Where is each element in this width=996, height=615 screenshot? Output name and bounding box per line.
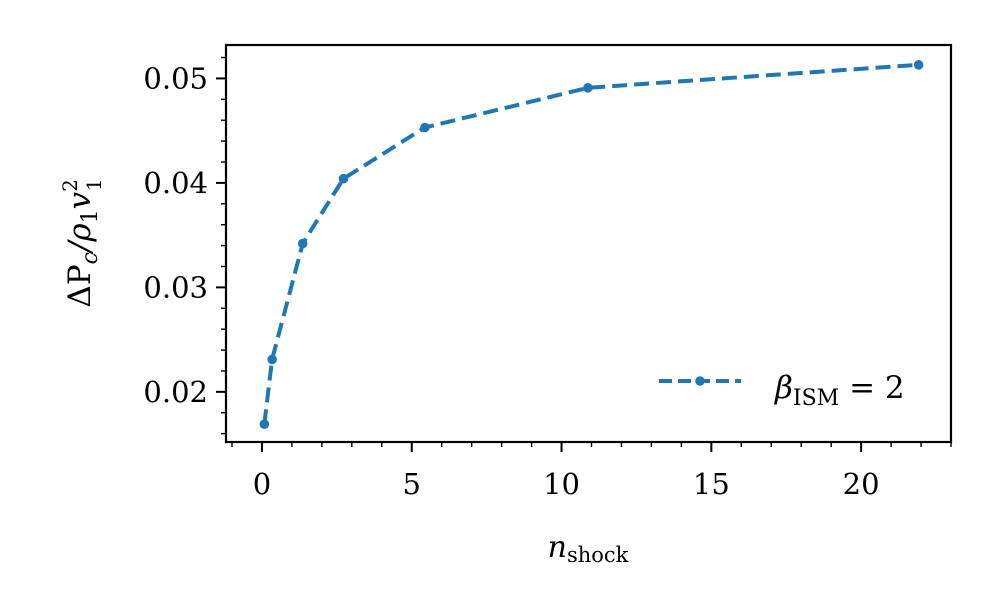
- x-axis-label: nshock: [548, 530, 629, 567]
- x-tick-label: 5: [403, 467, 421, 501]
- y-axis-ticks: 0.02 0.03 0.04 0.05: [143, 61, 226, 409]
- y-tick-label: 0.04: [143, 166, 208, 200]
- x-axis-label-sub: shock: [567, 543, 629, 567]
- series-line: [262, 62, 919, 425]
- y-axis-label: ΔPc/ρ1v21: [58, 178, 106, 307]
- x-tick-label: 0: [253, 467, 271, 501]
- legend-label: βISM = 2: [774, 370, 905, 411]
- y-axis-label-sub-c: c: [78, 252, 103, 264]
- data-point: [297, 238, 308, 249]
- plot-frame: [224, 43, 953, 444]
- y-tick-label: 0.05: [143, 61, 208, 95]
- y-axis-label-v: v: [62, 191, 98, 209]
- y-axis-label-rho: /ρ: [62, 223, 98, 255]
- y-tick-label: 0.02: [143, 375, 208, 409]
- x-tick-label: 15: [693, 467, 730, 501]
- x-tick-label: 20: [843, 467, 880, 501]
- y-tick-label: 0.03: [143, 270, 208, 304]
- legend-subscript: ISM: [793, 386, 839, 411]
- legend: βISM = 2: [659, 370, 905, 411]
- y-axis-label-sub-1a: 1: [78, 209, 103, 223]
- x-axis-label-main: n: [548, 530, 567, 565]
- data-point: [420, 122, 430, 133]
- data-point: [267, 354, 277, 365]
- data-point: [583, 83, 593, 93]
- data-point: [338, 173, 349, 184]
- legend-marker: [695, 376, 705, 386]
- data-point: [259, 419, 270, 430]
- x-axis-ticks: 0 5 10 15 20: [253, 442, 880, 501]
- x-tick-label: 10: [543, 467, 580, 501]
- legend-rest: = 2: [839, 370, 904, 406]
- y-axis-label-delta: ΔP: [62, 264, 98, 307]
- y-axis-label-sub-1b: 1: [82, 178, 106, 191]
- data-point: [913, 60, 924, 70]
- legend-beta: β: [774, 370, 793, 406]
- series-layer: [259, 60, 924, 430]
- y-axis-label-sup-2: 2: [58, 179, 82, 192]
